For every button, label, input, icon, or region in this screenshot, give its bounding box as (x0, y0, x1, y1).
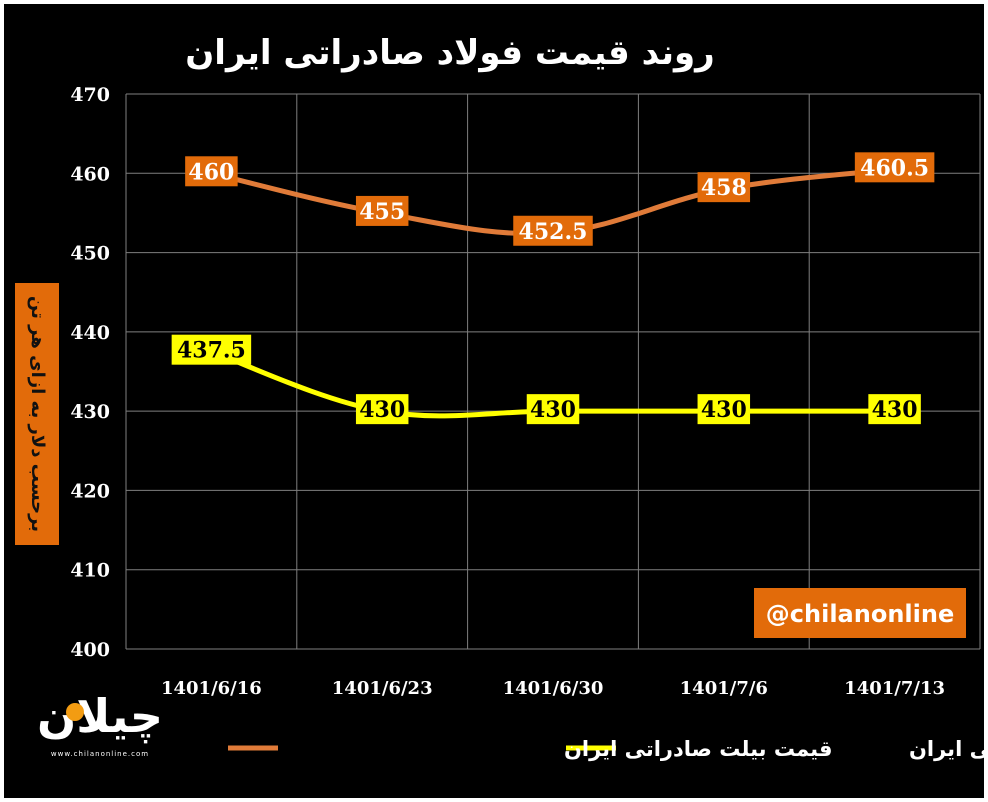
data-labels: 460 455 452.5 458 460.5 437.5 430 430 430 430 (171, 152, 935, 425)
logo-url: www.chilanonline.com (51, 750, 149, 758)
data-label: 430 (697, 394, 751, 425)
data-label-bg (697, 394, 751, 425)
x-axis-ticks: 1401/6/16 1401/6/23 1401/6/30 1401/7/6 1401/… (161, 678, 945, 699)
data-label-bg (868, 394, 921, 425)
data-label-text: 437.5 (177, 338, 246, 364)
data-label-text: 430 (872, 397, 918, 423)
data-label-bg (854, 152, 935, 183)
data-label-text: 458 (701, 175, 747, 201)
y-tick-label: 460 (70, 163, 110, 185)
data-label-text: 430 (359, 397, 405, 423)
logo: چیلان www.chilanonline.com (37, 689, 163, 758)
grid (125, 93, 981, 650)
legend: قیمت اسلب صادراتی ایران قیمت بیلت صادرات… (228, 737, 984, 761)
data-label-bg (171, 334, 252, 365)
data-label-bg (697, 172, 751, 203)
watermark-bg (754, 588, 966, 638)
line-chart: روند قیمت فولاد صادراتی ایران 4004104204… (15, 33, 984, 761)
data-label-bg (355, 394, 409, 425)
y-tick-label: 440 (70, 322, 110, 344)
data-label-text: 430 (530, 397, 576, 423)
x-tick-label: 1401/6/23 (332, 678, 433, 699)
data-label-text: 455 (359, 199, 405, 225)
chart-frame: روند قیمت فولاد صادراتی ایران 400 410 420 4… (4, 4, 984, 798)
watermark-box: @chilanonline (754, 588, 966, 638)
series-group (209, 166, 897, 419)
y-axis-label: برحسب دلار به ازای هر تن (27, 296, 48, 532)
data-label: 430 (355, 394, 409, 425)
data-label-bg (185, 156, 238, 187)
y-tick-label: 410 (70, 560, 110, 582)
y-tick-label: 400 (70, 639, 110, 661)
x-tick-label: 1401/6/16 (161, 678, 262, 699)
y-tick-label: 430 (70, 401, 110, 423)
data-label: 460 (185, 156, 238, 187)
data-label-bg (526, 394, 580, 425)
x-tick-label: 1401/6/30 (503, 678, 604, 699)
data-label: 452.5 (513, 215, 593, 246)
chart-title: روند قیمت فولاد صادراتی ایران (185, 33, 714, 73)
x-tick-label: 1401/7/13 (844, 678, 945, 699)
data-label: 458 (697, 172, 751, 203)
data-label-bg (355, 195, 409, 226)
logo-text: چیلان (37, 689, 163, 744)
data-label: 437.5 (171, 334, 252, 365)
y-axis-label-bg (15, 283, 59, 545)
data-label-text: 430 (701, 397, 747, 423)
data-label: 455 (355, 195, 409, 226)
data-label: 460.5 (854, 152, 935, 183)
y-tick-label: 450 (70, 243, 110, 265)
data-label-text: 460.5 (860, 155, 929, 181)
data-label: 430 (526, 394, 580, 425)
legend-label-billet: قیمت بیلت صادراتی ایران (564, 737, 832, 761)
y-tick-label: 420 (70, 480, 110, 502)
data-label-text: 452.5 (519, 219, 588, 245)
data-label-bg (513, 215, 593, 246)
data-label-text: 460 (188, 159, 234, 185)
y-axis-ticks: 400 410 420 430 440 450 460 470 (70, 84, 110, 661)
watermark-text: @chilanonline (766, 600, 954, 628)
x-tick-label: 1401/7/6 (680, 678, 768, 699)
y-axis-label-box: برحسب دلار به ازای هر تن (15, 283, 59, 545)
data-label: 430 (868, 394, 921, 425)
logo-dot-icon (66, 703, 84, 721)
legend-label-slab: قیمت اسلب صادراتی ایران (909, 737, 984, 761)
y-tick-label: 470 (70, 84, 110, 106)
